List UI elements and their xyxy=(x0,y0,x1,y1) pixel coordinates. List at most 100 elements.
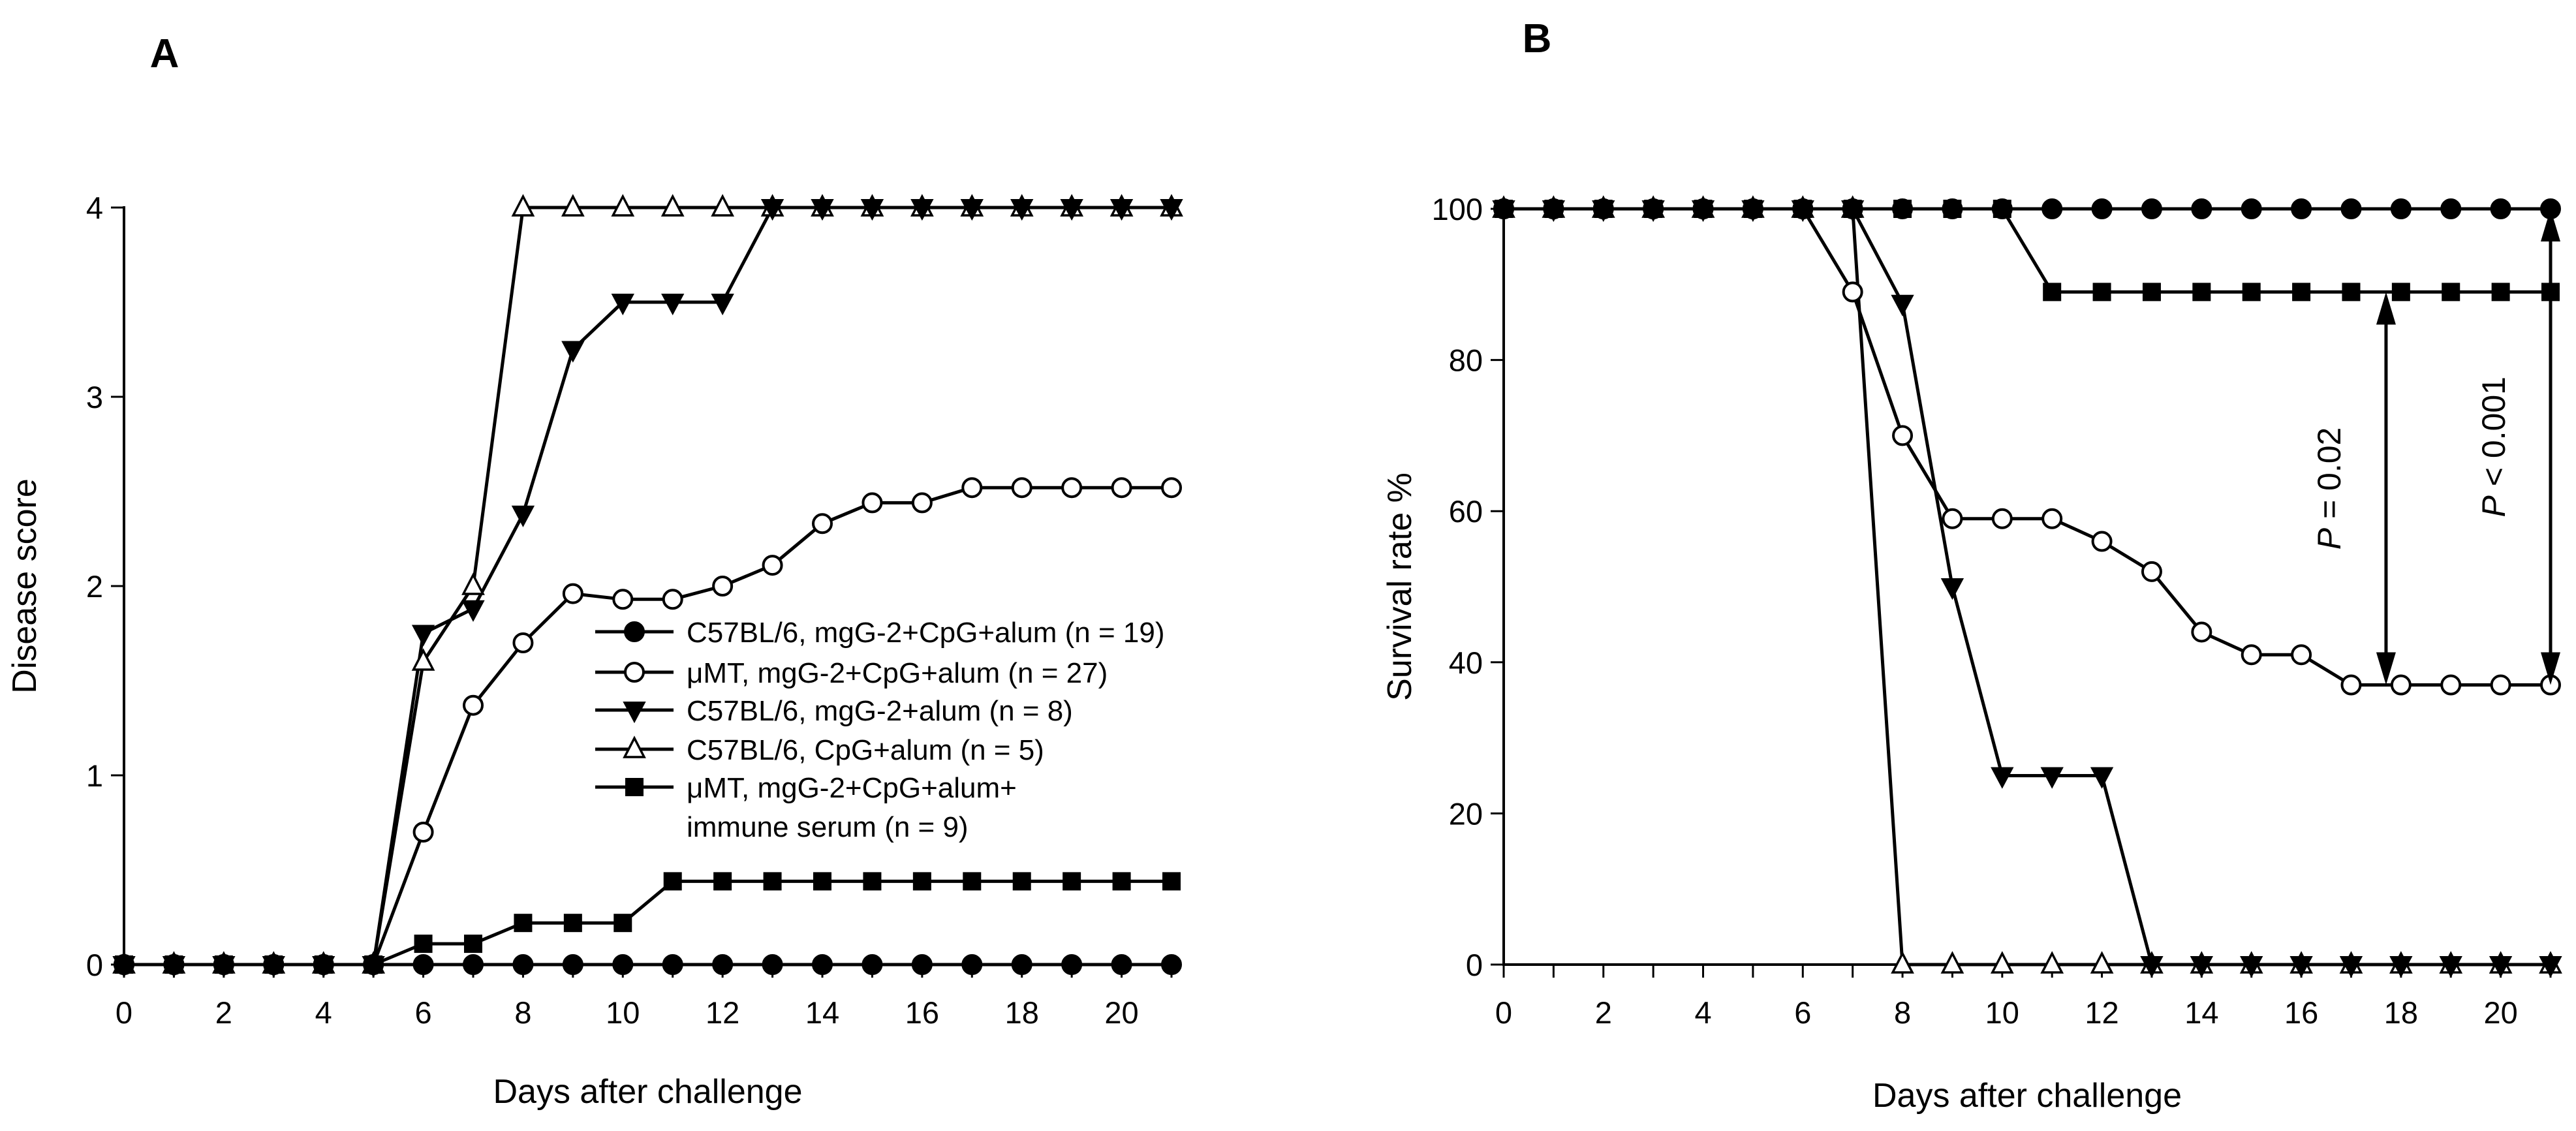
data-point xyxy=(1592,198,1614,219)
data-point xyxy=(662,954,683,975)
data-point xyxy=(2342,283,2361,302)
x-tick-label: 0 xyxy=(116,995,132,1030)
data-point xyxy=(611,294,634,316)
legend-entry: C57BL/6, mgG-2+alum (n = 8) xyxy=(687,695,1073,727)
data-point xyxy=(2041,508,2063,529)
data-point xyxy=(963,872,982,891)
x-tick-label: 18 xyxy=(1005,995,1039,1030)
p-value: < 0.001 xyxy=(2475,377,2512,495)
data-point xyxy=(1792,198,1814,219)
data-point xyxy=(562,954,583,975)
data-point xyxy=(2190,956,2213,978)
legend: C57BL/6, mgG-2+CpG+alum (n = 19) μMT, mgG… xyxy=(595,617,1164,843)
data-point xyxy=(2340,198,2362,219)
data-point xyxy=(662,589,683,610)
data-point xyxy=(1161,477,1182,499)
data-point xyxy=(411,648,435,671)
data-point xyxy=(2339,956,2363,978)
x-tick-label: 10 xyxy=(1985,995,2019,1030)
data-point xyxy=(1842,198,1863,219)
data-point xyxy=(2489,956,2513,978)
x-tick-label: 2 xyxy=(215,995,232,1030)
panel-label: A xyxy=(150,31,179,76)
annotation-arrowhead xyxy=(2376,292,2396,325)
p-value-1-annotation: P = 0.02 xyxy=(2311,292,2396,685)
data-point xyxy=(811,199,834,221)
data-point xyxy=(2490,674,2511,696)
data-point xyxy=(911,492,933,514)
x-tick-label: 16 xyxy=(2284,995,2318,1030)
data-point xyxy=(562,583,583,604)
data-point xyxy=(1692,198,1714,219)
data-point xyxy=(1643,198,1664,219)
data-point xyxy=(464,935,482,953)
data-point xyxy=(363,954,384,975)
x-tick-label: 8 xyxy=(514,995,531,1030)
y-tick-label: 100 xyxy=(1432,192,1483,226)
data-point xyxy=(713,872,732,891)
p-symbol: P xyxy=(2311,527,2348,550)
legend-entry: μMT, mgG-2+CpG+alum (n = 27) xyxy=(687,657,1108,689)
data-point xyxy=(2340,674,2362,696)
y-tick-label: 0 xyxy=(86,948,103,982)
data-point xyxy=(2090,951,2114,974)
x-tick-label: 20 xyxy=(1104,995,1138,1030)
data-point xyxy=(661,294,685,316)
data-point xyxy=(163,954,185,975)
data-point xyxy=(762,555,783,576)
x-tick-label: 6 xyxy=(1794,995,1811,1030)
series-line-4 xyxy=(124,879,1172,967)
x-tick-label: 0 xyxy=(1495,995,1512,1030)
data-point xyxy=(2389,956,2413,978)
data-point xyxy=(1061,954,1083,975)
data-point xyxy=(762,954,783,975)
data-point xyxy=(660,194,685,217)
legend-entry-line2: immune serum (n = 9) xyxy=(687,811,969,843)
x-tick-label: 6 xyxy=(415,995,432,1030)
y-tick-label: 1 xyxy=(86,758,103,793)
data-point xyxy=(1010,199,1034,221)
data-point xyxy=(961,954,983,975)
data-point xyxy=(2289,956,2313,978)
panel-b-chart: B 0 2 4 6 8 10 12 14 16 18 20 0 20 40 60 80 100 Days after… xyxy=(1381,16,2562,1115)
data-point xyxy=(711,294,734,316)
p-value-2-label: P < 0.001 xyxy=(2475,377,2512,517)
data-point xyxy=(461,600,485,622)
data-point xyxy=(2440,198,2462,219)
data-point xyxy=(1111,954,1132,975)
x-tick-label: 4 xyxy=(315,995,332,1030)
data-point xyxy=(1111,477,1132,499)
data-point xyxy=(1892,425,1914,446)
data-point xyxy=(414,935,433,953)
annotation-arrowhead xyxy=(2541,209,2560,241)
x-tick-label: 2 xyxy=(1595,995,1612,1030)
data-point xyxy=(1493,198,1514,219)
data-point xyxy=(712,576,734,596)
data-point xyxy=(561,194,585,217)
x-tick-label: 14 xyxy=(805,995,839,1030)
data-point xyxy=(2041,198,2063,219)
data-point xyxy=(1061,477,1083,499)
p-value-1-label: P = 0.02 xyxy=(2311,427,2348,550)
data-point xyxy=(512,632,534,653)
data-point xyxy=(2141,561,2162,582)
data-point xyxy=(1110,199,1134,221)
x-tick-label: 12 xyxy=(706,995,739,1030)
data-point xyxy=(1012,872,1031,891)
legend-marker xyxy=(624,621,645,642)
x-tick-label: 8 xyxy=(1894,995,1911,1030)
data-point xyxy=(1942,198,1963,219)
data-point xyxy=(1011,954,1032,975)
data-point xyxy=(2240,956,2263,978)
x-tick-label: 20 xyxy=(2483,995,2517,1030)
data-point xyxy=(2090,767,2114,789)
p-value-2-annotation: P < 0.001 xyxy=(2475,209,2560,685)
data-point xyxy=(313,954,334,975)
data-point xyxy=(1942,508,1963,529)
data-point xyxy=(1742,198,1763,219)
data-point xyxy=(911,954,933,975)
data-point xyxy=(2291,644,2312,666)
y-tick-label: 4 xyxy=(86,191,103,225)
data-point xyxy=(813,872,831,891)
